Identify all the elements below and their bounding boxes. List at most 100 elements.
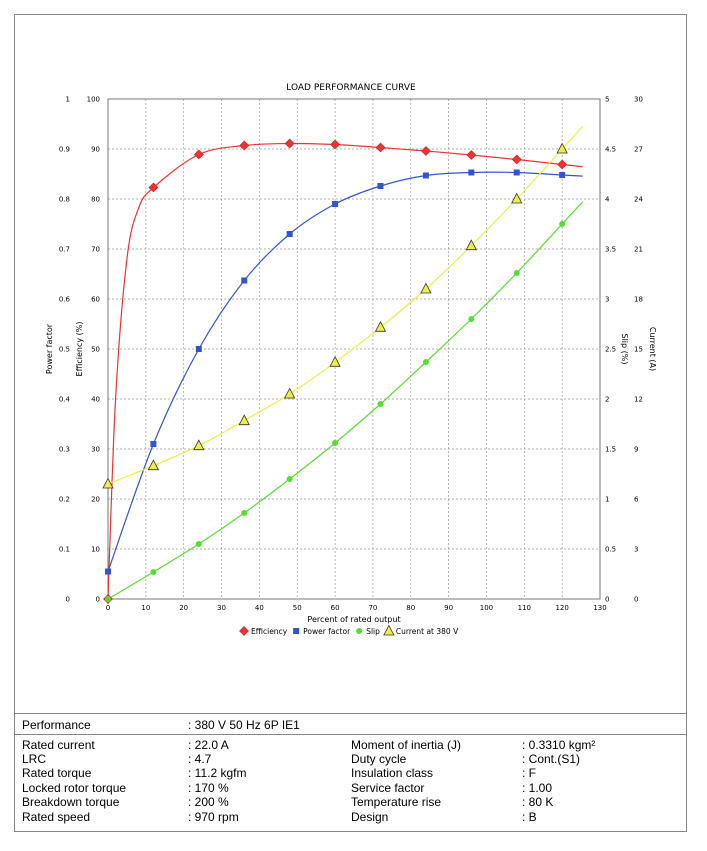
slip-point (559, 221, 566, 227)
slip-tick-label: 0 (605, 596, 609, 604)
efficiency-point (284, 138, 295, 149)
slip-legend-label: Slip (366, 627, 380, 636)
current-at-380-v-point (556, 142, 568, 154)
rated-current-label: Rated current (22, 738, 95, 752)
x-tick-label: 0 (106, 604, 110, 612)
current-axis-label: Current (A) (648, 327, 657, 371)
efficiency-tick-label: 80 (91, 196, 100, 204)
efficiency-tick-label: 60 (91, 296, 100, 304)
current-tick-label: 27 (634, 146, 643, 154)
rated-torque-label: Rated torque (22, 766, 92, 780)
x-tick-label: 90 (444, 604, 453, 612)
current-at-380-v-point (147, 459, 160, 471)
lrc-label: LRC (22, 752, 47, 766)
efficiency-legend-marker (239, 626, 249, 636)
power-factor-point (422, 172, 429, 179)
x-axis-label: Percent of rated output (307, 615, 400, 624)
efficiency-point (466, 150, 477, 160)
locked-rotor-torque-label: Locked rotor torque (22, 781, 127, 795)
slip-tick-label: 1.5 (605, 446, 616, 454)
x-tick-label: 20 (179, 604, 188, 612)
series-lines (107, 126, 584, 600)
temperature-rise-value: : 80 K (522, 795, 554, 809)
current-at-380-v-point (465, 239, 477, 251)
design-value: : B (522, 810, 537, 824)
insulation-class-value: : F (522, 766, 536, 780)
x-tick-label: 100 (480, 604, 493, 612)
current-at-380-v-point (329, 355, 341, 367)
efficiency-tick-label: 40 (91, 396, 100, 404)
power-factor-legend-marker (293, 628, 300, 634)
breakdown-torque-label: Breakdown torque (22, 795, 120, 809)
breakdown-torque-value: : 200 % (188, 795, 229, 809)
efficiency-point (239, 140, 250, 151)
x-tick-label: 130 (593, 604, 606, 612)
power-factor-tick-label: 0.6 (59, 296, 71, 304)
lrc-value: : 4.7 (188, 752, 212, 766)
service-factor-label: Service factor (351, 781, 425, 795)
efficiency-line (107, 142, 583, 600)
rated-speed-value: : 970 rpm (188, 810, 239, 824)
slip-point (377, 401, 384, 407)
slip-point (513, 270, 520, 276)
current-tick-label: 21 (634, 246, 643, 254)
power-factor-point (559, 172, 566, 178)
current-tick-label: 12 (634, 396, 643, 404)
current-at-380-v-legend-label: Current at 380 V (396, 627, 459, 636)
slip-tick-label: 5 (605, 96, 609, 104)
x-tick-label: 30 (217, 604, 226, 612)
current-at-380-v-point (283, 387, 296, 399)
temperature-rise-label: Temperature rise (351, 795, 442, 809)
slip-point (422, 359, 429, 365)
power-factor-tick-label: 0.5 (59, 346, 70, 354)
power-factor-tick-label: 0.2 (59, 496, 70, 504)
slip-point (286, 476, 293, 482)
x-tick-label: 70 (368, 604, 377, 612)
efficiency-point (330, 139, 341, 150)
spec-table: Performance : 380 V 50 Hz 6P IE1 Rated c… (14, 713, 687, 833)
power-factor-tick-label: 0.1 (59, 546, 70, 554)
efficiency-point (511, 154, 522, 165)
current-tick-label: 30 (634, 96, 643, 104)
current-at-380-v-point (420, 282, 432, 294)
rated-torque-value: : 11.2 kgfm (188, 766, 247, 780)
slip-tick-label: 2 (605, 396, 609, 404)
efficiency-tick-label: 10 (91, 546, 100, 554)
slip-point (150, 569, 157, 575)
power-factor-point (150, 441, 157, 447)
service-factor-value: : 1.00 (522, 781, 553, 795)
current-at-380-v-point (238, 414, 250, 426)
slip-tick-label: 0.5 (605, 546, 616, 554)
efficiency-point (557, 159, 568, 170)
power-factor-tick-label: 0.9 (59, 146, 70, 154)
power-factor-point (241, 277, 248, 284)
efficiency-axis-label: Efficiency (%) (75, 322, 84, 377)
current-tick-label: 6 (634, 496, 639, 504)
power-factor-axis-label: Power factor (45, 323, 54, 374)
slip-tick-label: 3.5 (605, 246, 616, 254)
power-factor-tick-label: 0.3 (59, 446, 70, 454)
load-performance-chart: LOAD PERFORMANCE CURVE 0 10 20 30 40 50 60 70 80… (45, 83, 657, 636)
series-markers (102, 138, 568, 604)
table-separator (14, 734, 687, 735)
x-tick-label: 40 (255, 604, 264, 612)
x-tick-label: 60 (331, 604, 340, 612)
power-factor-point (105, 568, 111, 575)
insulation-class-label: Insulation class (351, 766, 434, 780)
duty-cycle-value: : Cont.(S1) (522, 752, 581, 766)
rated-speed-label: Rated speed (22, 810, 91, 824)
power-factor-point (377, 183, 384, 189)
power-factor-point (195, 346, 202, 352)
legend: Efficiency Power factor Slip Current at 380… (239, 624, 459, 636)
power-factor-tick-label: 1 (66, 96, 70, 104)
current-at-380-v-line (107, 126, 584, 485)
power-factor-line (107, 171, 583, 572)
chart-frame (14, 14, 687, 832)
slip-legend-marker (356, 628, 363, 634)
efficiency-point (420, 146, 431, 156)
efficiency-tick-label: 0 (96, 596, 100, 604)
power-factor-point (286, 231, 293, 237)
design-label: Design (351, 810, 389, 824)
current-tick-label: 15 (634, 346, 643, 354)
power-factor-tick-label: 0 (66, 596, 70, 604)
